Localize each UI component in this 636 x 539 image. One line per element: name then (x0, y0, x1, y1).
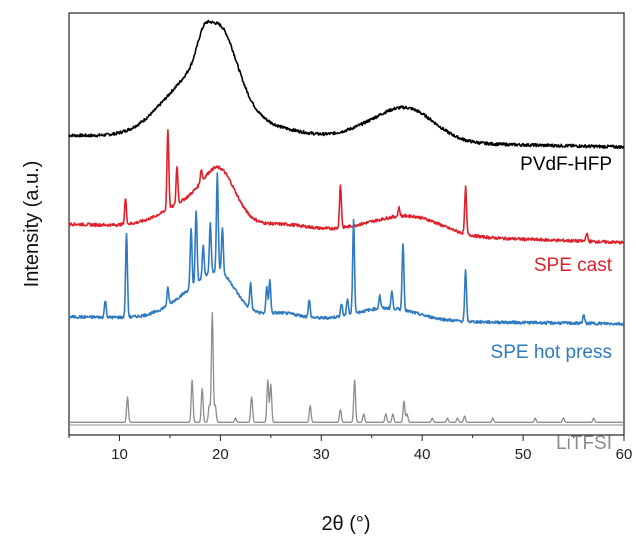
trace-spe-hot-press (68, 172, 625, 326)
series-label-spe-hot-press: SPE hot press (491, 342, 612, 363)
series-label-litfsi: LiTFSI (556, 433, 612, 454)
series-traces (68, 19, 625, 423)
x-tick-label: 60 (616, 446, 633, 463)
x-axis-title: 2θ (°) (321, 513, 370, 535)
trace-pvdf-hfp (68, 19, 625, 150)
x-tick-label: 10 (111, 446, 128, 463)
x-tick-label: 20 (212, 446, 229, 463)
x-tick-label: 50 (515, 446, 532, 463)
trace-litfsi (68, 311, 625, 423)
x-tick-label: 40 (414, 446, 431, 463)
x-tick-label: 30 (313, 446, 330, 463)
y-axis-title: Intensity (a.u.) (21, 161, 43, 288)
trace-spe-cast (68, 129, 625, 245)
series-label-pvdf-hfp: PVdF-HFP (520, 154, 612, 175)
plot-frame (68, 12, 625, 436)
series-label-spe-cast: SPE cast (534, 255, 613, 276)
x-axis-ticks: 10 20 30 40 50 60 (68, 435, 633, 463)
